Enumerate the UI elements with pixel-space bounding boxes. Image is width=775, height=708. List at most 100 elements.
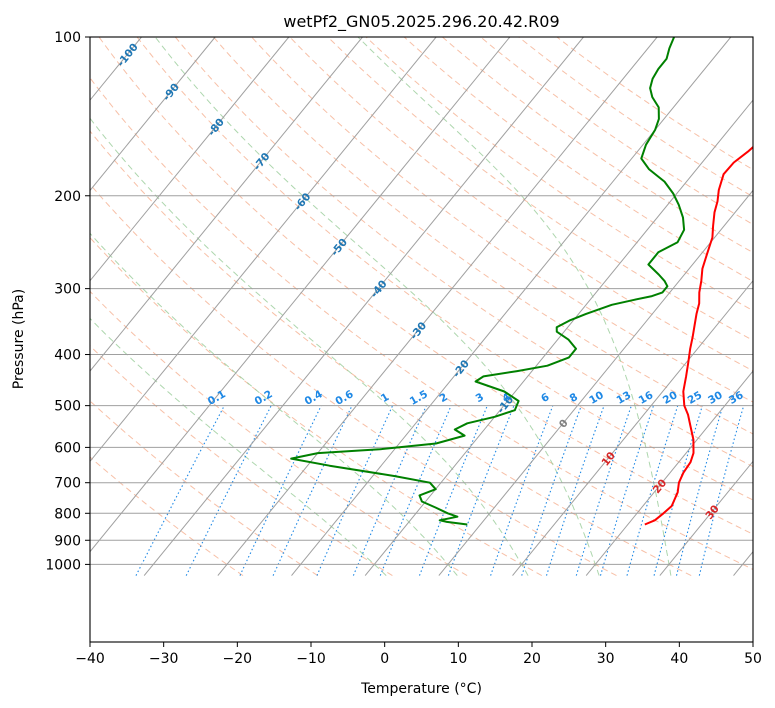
mixing-ratio-label: 3 — [474, 391, 486, 405]
mixing-ratio-label: 0.1 — [206, 388, 228, 408]
profile-lines — [290, 37, 753, 526]
dry-adiabat — [327, 37, 753, 341]
mixing-ratio-line — [239, 405, 322, 576]
mixing-ratio-line — [418, 405, 488, 576]
mixing-ratio-line — [575, 405, 632, 576]
isotherm — [291, 37, 732, 576]
x-tick-label: 0 — [380, 651, 389, 667]
mixing-ratio-label: 0.4 — [303, 388, 325, 408]
mixing-ratio-line — [626, 405, 679, 576]
x-tick-label: −10 — [296, 651, 326, 667]
isotherm — [512, 279, 753, 576]
x-axis: −40 −30 −20 −10 0 10 20 30 40 50 — [75, 642, 762, 667]
isotherm — [585, 370, 753, 576]
temperature-line — [644, 145, 753, 526]
y-tick-label: 900 — [54, 533, 81, 549]
dry-adiabat — [90, 130, 692, 577]
dry-adiabat — [174, 37, 753, 468]
isotherm — [90, 37, 511, 553]
isotherm — [143, 37, 584, 576]
reference-lines — [90, 37, 753, 577]
y-tick-label: 600 — [54, 440, 81, 456]
mixing-ratio-line — [545, 405, 605, 576]
dry-adiabat — [90, 345, 393, 577]
mixing-ratio-line — [521, 405, 582, 576]
isotherm — [90, 37, 216, 192]
isotherm — [90, 37, 363, 372]
moist-adiabat — [90, 317, 387, 576]
mixing-ratio-labels: 0.1 0.2 0.4 0.6 1 1.5 2 3 4 6 8 10 13 16 20 25 30 36 — [206, 388, 746, 408]
dry-adiabat — [403, 37, 753, 282]
isotherm — [733, 550, 753, 576]
mixing-ratio-line — [352, 405, 427, 576]
dry-adiabat — [90, 400, 318, 577]
isotherm — [659, 460, 753, 576]
y-tick-label: 800 — [54, 506, 81, 522]
isotherm — [90, 37, 290, 282]
dry-adiabat — [251, 37, 753, 403]
mixing-ratio-line — [490, 405, 554, 576]
x-tick-label: −30 — [149, 651, 179, 667]
x-tick-label: 20 — [523, 651, 541, 667]
mixing-ratio-label: 13 — [615, 389, 634, 407]
mixing-ratio-line — [675, 405, 724, 576]
mixing-ratio-label: 25 — [686, 389, 705, 407]
mixing-ratio-label: 1.5 — [408, 388, 430, 408]
dry-adiabat — [213, 37, 753, 435]
x-tick-label: 10 — [449, 651, 467, 667]
isotherm — [217, 37, 658, 576]
moist-adiabat — [90, 232, 458, 576]
x-tick-label: 30 — [597, 651, 615, 667]
dry-adiabat — [90, 456, 244, 577]
dry-adiabat — [289, 37, 753, 372]
plot-frame — [89, 36, 754, 643]
mixing-ratio-label: 30 — [706, 389, 725, 407]
mixing-ratio-label: 10 — [587, 389, 606, 407]
dewpoint-line — [290, 37, 686, 526]
mixing-ratio-label: 0.2 — [253, 388, 275, 408]
moist-adiabat — [154, 37, 600, 576]
mixing-ratio-line — [316, 405, 394, 576]
dry-adiabat — [442, 37, 753, 254]
dry-adiabat — [90, 290, 468, 577]
x-tick-label: −20 — [223, 651, 253, 667]
mixing-ratio-line — [185, 405, 272, 576]
moist-adiabat — [357, 37, 672, 576]
dry-adiabat — [518, 37, 753, 198]
x-tick-label: −40 — [75, 651, 105, 667]
x-tick-label: 40 — [670, 651, 688, 667]
y-tick-label: 100 — [54, 30, 81, 46]
chart-title: wetPf2_GN05.2025.296.20.42.R09 — [283, 12, 559, 32]
mixing-ratio-label: 6 — [539, 391, 551, 405]
mixing-ratio-line — [447, 405, 515, 576]
mixing-ratio-label: 2 — [437, 391, 449, 405]
mixing-ratio-line — [135, 405, 225, 576]
mixing-ratio-label: 36 — [727, 389, 746, 407]
mixing-ratio-line — [698, 405, 745, 576]
y-axis-label: Pressure (hPa) — [11, 289, 27, 389]
mixing-ratio-line — [599, 405, 655, 576]
isotherm — [90, 37, 437, 463]
isotherm — [364, 99, 753, 576]
dry-adiabat — [365, 37, 753, 312]
y-tick-label: 500 — [54, 399, 81, 415]
dry-adiabat — [90, 77, 753, 570]
y-axis: 100 200 300 400 500 600 700 800 900 1000 — [45, 30, 90, 573]
mixing-ratio-line — [653, 405, 703, 576]
mixing-ratio-label: 20 — [661, 389, 680, 407]
isotherm — [438, 189, 753, 576]
x-axis-label: Temperature (°C) — [360, 681, 482, 697]
isotherm-label: 40 — [758, 526, 775, 545]
mixing-ratio-line — [272, 405, 353, 576]
y-tick-label: 300 — [54, 282, 81, 298]
dry-adiabat — [98, 37, 753, 535]
dry-adiabat — [90, 183, 617, 577]
moist-adiabat — [90, 117, 529, 576]
dry-adiabat — [136, 37, 753, 501]
x-tick-label: 50 — [744, 651, 762, 667]
y-tick-label: 400 — [54, 348, 81, 364]
isotherm-label: -100 — [115, 41, 141, 69]
y-tick-label: 1000 — [45, 557, 81, 573]
y-tick-label: 200 — [54, 189, 81, 205]
